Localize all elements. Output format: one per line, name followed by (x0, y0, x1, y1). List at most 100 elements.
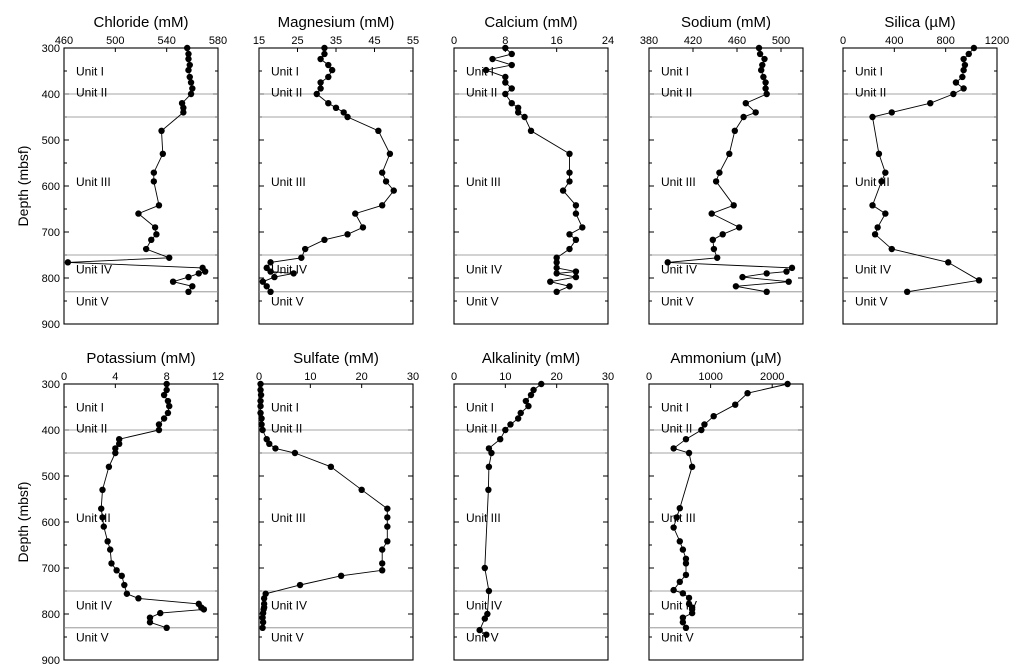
data-point (688, 609, 696, 617)
data-point (960, 66, 967, 74)
chart-title: Potassium (mM) (86, 350, 195, 367)
x-tick-label: 55 (407, 35, 419, 47)
data-point (566, 283, 573, 290)
y-tick-label: 800 (42, 273, 60, 285)
data-point (296, 581, 304, 589)
x-tick-label: 800 (936, 35, 954, 47)
y-tick-label: 900 (42, 319, 60, 331)
data-point (538, 380, 545, 388)
data-point (572, 202, 580, 209)
data-point (153, 231, 160, 238)
data-point (180, 109, 187, 116)
x-tick-label: 4 (112, 371, 118, 383)
data-point (186, 61, 193, 69)
data-point (259, 624, 266, 631)
unit-label: Unit IV (76, 262, 112, 276)
data-point (200, 606, 208, 613)
data-point (731, 127, 738, 134)
data-point (118, 572, 125, 580)
data-point (135, 595, 142, 602)
chart-title: Magnesium (mM) (278, 14, 395, 31)
unit-label: Unit II (76, 421, 107, 435)
data-point (187, 79, 195, 86)
unit-label: Unit V (271, 631, 304, 645)
data-point (272, 445, 279, 452)
data-point (328, 66, 336, 74)
data-point (481, 564, 488, 572)
data-point (146, 619, 154, 626)
data-point (105, 463, 113, 470)
x-tick-label: 580 (209, 35, 227, 47)
data-point (522, 397, 530, 405)
data-point (527, 391, 535, 399)
data-point (553, 259, 560, 266)
data-point (113, 567, 120, 574)
unit-label: Unit V (661, 295, 694, 309)
unit-label: Unit IV (466, 598, 502, 612)
x-tick-label: 0 (840, 35, 846, 47)
y-axis-label: Depth (mbsf) (15, 146, 31, 227)
data-point (676, 538, 683, 545)
data-point (317, 85, 324, 92)
data-point (160, 415, 168, 422)
x-tick-label: 8 (502, 35, 508, 47)
unit-label: Unit V (661, 631, 694, 645)
x-tick-label: 25 (291, 35, 303, 47)
data-point (184, 44, 191, 52)
unit-label: Unit II (855, 85, 886, 99)
data-point (481, 615, 488, 622)
data-point (572, 236, 580, 244)
data-point (321, 50, 328, 58)
unit-label: Unit II (271, 421, 302, 435)
data-point (547, 278, 554, 285)
data-point (271, 273, 278, 281)
data-point (566, 169, 573, 176)
data-point (716, 169, 723, 176)
x-tick-label: 12 (212, 371, 224, 383)
data-point (158, 127, 165, 134)
data-point (313, 90, 320, 98)
unit-label: Unit III (76, 175, 111, 189)
data-point (676, 578, 683, 585)
unit-label: Unit I (271, 401, 299, 415)
data-point (384, 514, 391, 521)
data-point (759, 61, 766, 69)
chart-title: Sulfate (mM) (293, 350, 379, 367)
data-point (157, 609, 164, 617)
y-tick-label: 300 (42, 379, 60, 391)
data-point (508, 61, 515, 69)
data-point (186, 73, 193, 81)
data-point (291, 449, 299, 457)
data-point (485, 486, 492, 493)
data-point (708, 210, 715, 217)
data-point (763, 288, 770, 295)
chart-title: Chloride (mM) (93, 14, 188, 31)
data-point (108, 560, 115, 567)
data-point (150, 178, 158, 185)
panel-1: Magnesium (mM) 15 25 35 45 55 Unit I Unit II Uni… (253, 14, 419, 325)
data-point (572, 210, 580, 217)
data-point (566, 150, 573, 157)
x-tick-label: 0 (451, 371, 457, 383)
data-point (337, 572, 345, 580)
panel-5: Potassium (mM) 0 4 8 12 300 400 500 600 700 800 900… (15, 350, 224, 667)
data-point (142, 245, 150, 253)
data-point (302, 245, 309, 253)
data-point (785, 278, 792, 285)
data-point (756, 50, 764, 58)
data-point (384, 523, 391, 530)
data-point (514, 109, 522, 116)
data-point (115, 440, 123, 447)
data-point (685, 594, 693, 602)
data-point (267, 268, 274, 275)
data-point (384, 538, 391, 545)
data-point (579, 224, 586, 231)
data-point (263, 283, 270, 290)
data-point (155, 202, 163, 209)
data-point (112, 449, 119, 457)
data-point (882, 210, 889, 217)
data-point (710, 413, 717, 420)
x-tick-label: 0 (646, 371, 652, 383)
data-point (688, 463, 696, 470)
